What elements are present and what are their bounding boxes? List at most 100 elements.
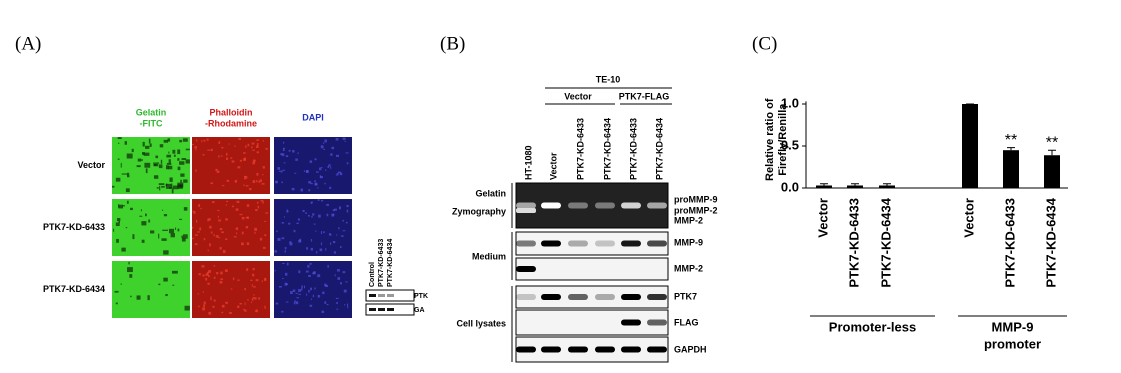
texture — [237, 305, 240, 308]
texture — [260, 200, 264, 202]
y-tick-label: 0.0 — [781, 179, 799, 194]
texture — [346, 162, 349, 165]
texture — [315, 230, 317, 232]
texture — [198, 272, 201, 276]
band — [621, 319, 641, 326]
texture — [308, 289, 310, 293]
texture — [170, 183, 173, 188]
texture — [297, 152, 299, 155]
texture — [335, 138, 339, 141]
texture — [342, 230, 346, 232]
error-bar — [883, 183, 891, 186]
texture — [194, 146, 197, 149]
lane-label: PTK7-KD-6433 — [575, 118, 585, 180]
texture — [181, 158, 187, 161]
texture — [330, 166, 332, 169]
texture — [197, 231, 200, 233]
band — [595, 346, 615, 353]
texture — [320, 167, 323, 169]
texture — [218, 219, 221, 222]
texture — [336, 308, 338, 311]
texture — [139, 215, 143, 217]
texture — [309, 304, 313, 307]
texture — [293, 302, 296, 305]
texture — [195, 234, 198, 236]
texture — [312, 213, 315, 216]
band-label: GA — [414, 307, 425, 314]
texture — [237, 166, 241, 169]
texture — [193, 210, 196, 214]
panel-letter: (A) — [15, 33, 41, 54]
band — [387, 308, 394, 311]
lane-label: Vector — [548, 152, 558, 180]
texture — [314, 158, 317, 161]
micrograph — [274, 137, 352, 194]
texture — [243, 157, 247, 161]
texture — [207, 274, 210, 278]
texture — [344, 140, 346, 142]
texture — [259, 179, 263, 182]
texture — [233, 236, 237, 238]
blot — [515, 285, 669, 309]
blot — [515, 257, 669, 281]
texture — [169, 177, 173, 182]
band — [568, 202, 588, 209]
texture — [183, 234, 188, 239]
texture — [225, 218, 228, 221]
texture — [213, 234, 215, 237]
texture — [340, 235, 344, 237]
texture — [321, 199, 324, 202]
texture — [195, 149, 197, 151]
texture — [306, 247, 309, 250]
texture — [252, 159, 256, 163]
texture — [246, 268, 249, 271]
texture — [288, 222, 291, 225]
texture — [254, 227, 258, 231]
texture — [230, 157, 233, 159]
texture — [203, 139, 206, 142]
texture — [207, 282, 210, 285]
texture — [247, 299, 249, 301]
texture — [163, 250, 169, 255]
texture — [282, 169, 285, 171]
group-label: promoter — [984, 336, 1041, 351]
texture — [317, 274, 321, 278]
bar — [847, 185, 863, 188]
texture — [201, 265, 205, 268]
y-axis-label: Relative ratio of — [764, 98, 776, 181]
texture — [331, 146, 335, 150]
texture — [149, 143, 152, 147]
texture — [310, 247, 314, 251]
texture — [216, 271, 219, 275]
texture — [177, 158, 180, 161]
texture — [308, 189, 311, 192]
texture — [206, 138, 209, 141]
texture — [142, 153, 144, 155]
texture — [126, 200, 129, 204]
texture — [265, 212, 269, 214]
band — [647, 346, 667, 353]
texture — [336, 173, 339, 175]
texture — [241, 231, 244, 235]
texture — [306, 293, 308, 296]
texture — [150, 230, 155, 234]
texture — [136, 165, 141, 168]
texture — [324, 301, 327, 304]
texture — [336, 269, 340, 272]
texture — [320, 231, 323, 234]
texture — [163, 139, 169, 143]
texture — [317, 187, 319, 189]
texture — [339, 246, 342, 249]
texture — [346, 209, 349, 213]
texture — [172, 284, 175, 286]
texture — [255, 309, 258, 313]
texture — [192, 226, 194, 229]
texture — [210, 148, 213, 152]
texture — [332, 240, 336, 244]
texture — [317, 214, 321, 218]
texture — [200, 208, 202, 210]
texture — [336, 154, 339, 157]
texture — [213, 265, 216, 267]
texture — [165, 183, 172, 189]
texture — [207, 271, 209, 275]
